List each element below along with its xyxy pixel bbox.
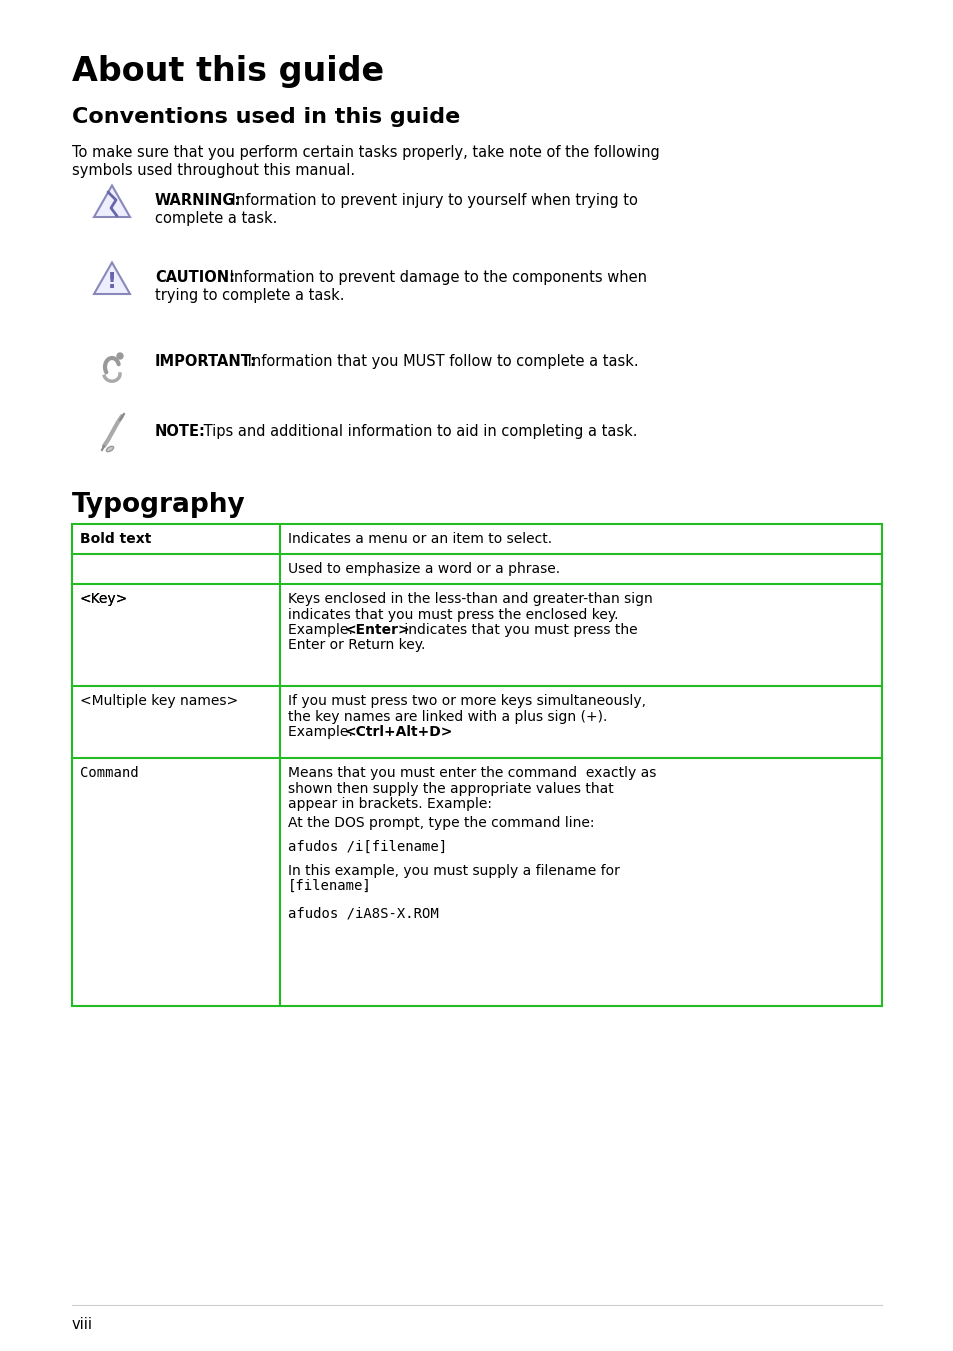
- Text: indicates that you must press the enclosed key.: indicates that you must press the enclos…: [288, 608, 618, 621]
- Text: Example:: Example:: [288, 725, 357, 739]
- Text: NOTE:: NOTE:: [154, 424, 206, 439]
- Text: afudos /i[filename]: afudos /i[filename]: [288, 840, 447, 854]
- Text: Typography: Typography: [71, 492, 246, 517]
- Text: To make sure that you perform certain tasks properly, take note of the following: To make sure that you perform certain ta…: [71, 145, 659, 159]
- Bar: [71, 524, 882, 1006]
- Text: [filename]: [filename]: [288, 880, 372, 893]
- Text: If you must press two or more keys simultaneously,: If you must press two or more keys simul…: [288, 694, 645, 708]
- Text: <Key>: <Key>: [80, 592, 128, 607]
- Text: Keys enclosed in the less-than and greater-than sign: Keys enclosed in the less-than and great…: [288, 592, 652, 607]
- Text: <Enter>: <Enter>: [345, 623, 410, 638]
- Text: indicates that you must press the: indicates that you must press the: [399, 623, 637, 638]
- Polygon shape: [94, 262, 130, 295]
- Text: About this guide: About this guide: [71, 55, 384, 88]
- Text: At the DOS prompt, type the command line:: At the DOS prompt, type the command line…: [288, 816, 594, 831]
- Text: Command: Command: [80, 766, 138, 780]
- Ellipse shape: [107, 446, 113, 451]
- Polygon shape: [94, 185, 130, 218]
- Text: Information to prevent damage to the components when: Information to prevent damage to the com…: [225, 270, 646, 285]
- Text: <Key>: <Key>: [80, 592, 128, 607]
- Text: Example:: Example:: [288, 623, 357, 638]
- Text: Means that you must enter the command  exactly as: Means that you must enter the command ex…: [288, 766, 656, 780]
- Text: <Ctrl+Alt+D>: <Ctrl+Alt+D>: [345, 725, 453, 739]
- Text: trying to complete a task.: trying to complete a task.: [154, 288, 344, 303]
- Text: !: !: [107, 272, 117, 292]
- Text: appear in brackets. Example:: appear in brackets. Example:: [288, 797, 492, 811]
- Text: afudos /iA8S-X.ROM: afudos /iA8S-X.ROM: [288, 907, 438, 920]
- Text: symbols used throughout this manual.: symbols used throughout this manual.: [71, 163, 355, 178]
- Text: .: .: [364, 880, 368, 893]
- Text: Tips and additional information to aid in completing a task.: Tips and additional information to aid i…: [199, 424, 637, 439]
- Text: <Multiple key names>: <Multiple key names>: [80, 694, 238, 708]
- Text: Conventions used in this guide: Conventions used in this guide: [71, 107, 459, 127]
- Text: WARNING:: WARNING:: [154, 193, 241, 208]
- Text: shown then supply the appropriate values that: shown then supply the appropriate values…: [288, 781, 613, 796]
- Text: Information to prevent injury to yourself when trying to: Information to prevent injury to yoursel…: [227, 193, 638, 208]
- Text: In this example, you must supply a filename for: In this example, you must supply a filen…: [288, 863, 619, 878]
- Text: Used to emphasize a word or a phrase.: Used to emphasize a word or a phrase.: [288, 562, 559, 576]
- Circle shape: [117, 353, 123, 359]
- Text: Indicates a menu or an item to select.: Indicates a menu or an item to select.: [288, 532, 552, 546]
- Text: Bold text: Bold text: [80, 532, 152, 546]
- Text: Enter or Return key.: Enter or Return key.: [288, 639, 425, 653]
- Text: Information that you MUST follow to complete a task.: Information that you MUST follow to comp…: [243, 354, 638, 369]
- Text: CAUTION:: CAUTION:: [154, 270, 234, 285]
- Text: complete a task.: complete a task.: [154, 211, 277, 226]
- Text: the key names are linked with a plus sign (+).: the key names are linked with a plus sig…: [288, 709, 607, 724]
- Text: IMPORTANT:: IMPORTANT:: [154, 354, 256, 369]
- Text: viii: viii: [71, 1317, 92, 1332]
